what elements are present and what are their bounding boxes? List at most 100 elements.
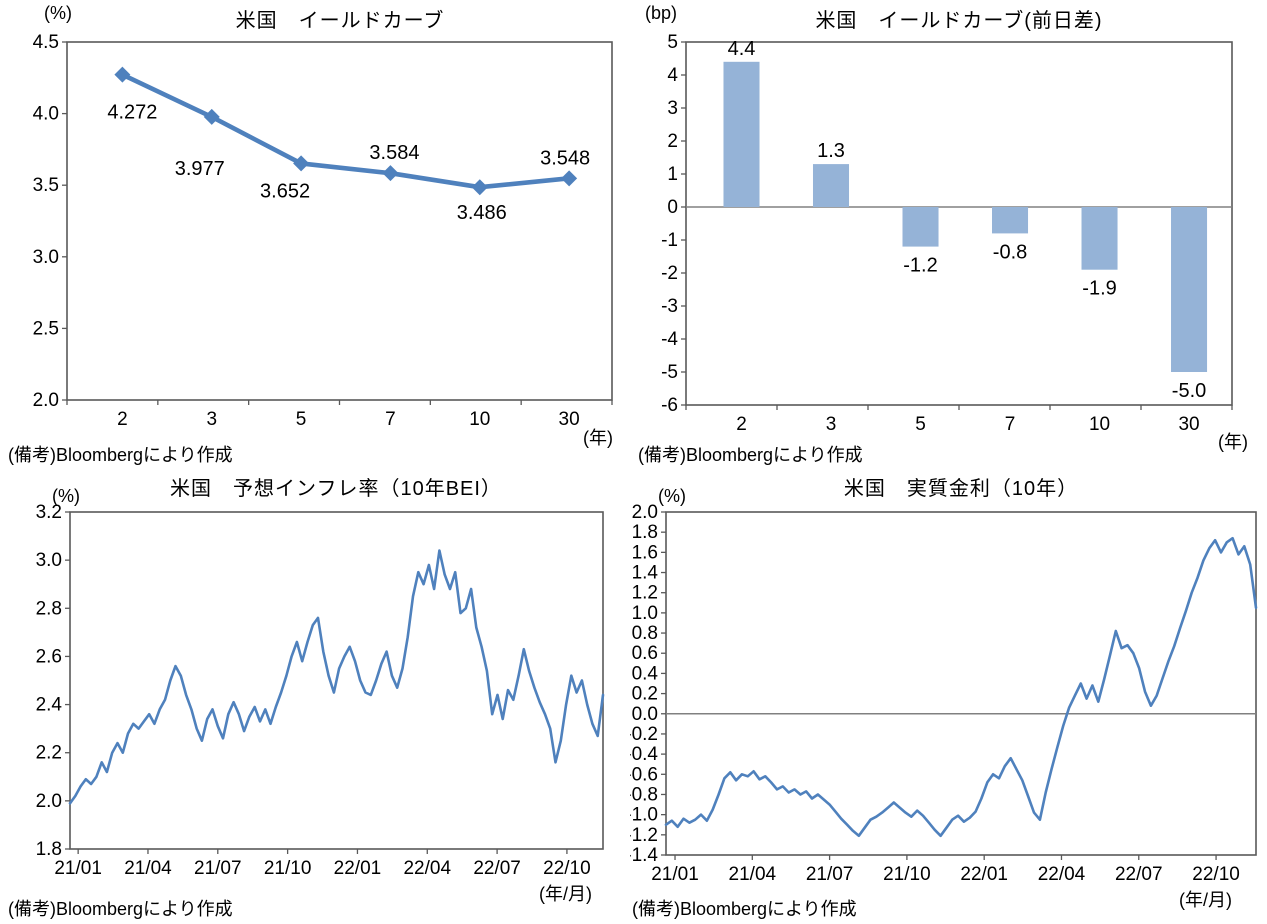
x-axis-unit-label: (年) — [583, 428, 613, 448]
x-tick-label: 22/01 — [334, 858, 382, 879]
x-tick-label: 21/10 — [264, 858, 312, 879]
panel-yield-curve-change: 5 4 3 2 1 0 -1 -2 -3 -4 -5 -6 2 3 5 7 10 30 4.4 1.3 -1.2 -0.8… — [630, 0, 1267, 468]
y-tick-label: 2.4 — [36, 695, 63, 716]
data-point-label: 3.486 — [457, 202, 507, 224]
chart-title: 米国 イールドカーブ(前日差) — [815, 10, 1103, 32]
x-tick-label: 30 — [559, 409, 580, 430]
data-point-label: 3.977 — [175, 158, 225, 180]
y-tick-label: 3.0 — [33, 247, 59, 268]
diamond-marker — [471, 179, 488, 196]
y-tick-label: -0.6 — [630, 764, 658, 785]
x-tick-label: 21/01 — [54, 858, 102, 879]
y-tick-label: 0 — [667, 197, 678, 218]
y-tick-label: 1.2 — [632, 583, 658, 604]
y-axis-unit-label: (bp) — [645, 3, 678, 23]
y-tick-label: -5 — [661, 362, 678, 383]
bar — [723, 61, 760, 207]
y-tick-label: 2.2 — [36, 743, 62, 764]
y-tick-label: -6 — [661, 395, 678, 416]
data-point-label: 3.584 — [369, 142, 419, 164]
y-tick-label: -1 — [661, 230, 678, 251]
bar — [1171, 207, 1208, 372]
y-tick-label: -0.4 — [630, 744, 658, 765]
y-tick-label: 0.0 — [632, 704, 658, 725]
bar-value-label: -1.9 — [1082, 278, 1116, 300]
bar — [992, 207, 1029, 234]
source-note: (備考)Bloombergにより作成 — [8, 445, 233, 465]
x-tick-label: 22/04 — [1038, 864, 1086, 885]
yield-curve-plot: 4.5 4.0 3.5 3.0 2.5 2.0 2 3 5 7 10 30 4.272 3.977 3.65… — [33, 32, 613, 430]
bar — [1081, 207, 1118, 270]
x-tick-label: 21/04 — [124, 858, 172, 879]
y-tick-label: 2.5 — [33, 318, 59, 339]
y-tick-label: -2 — [661, 263, 678, 284]
source-note: (備考)Bloombergにより作成 — [638, 445, 863, 465]
x-tick-label: 2 — [736, 414, 747, 435]
y-tick-label: 2.0 — [33, 390, 59, 411]
y-tick-label: 2.0 — [632, 502, 658, 523]
x-tick-label: 3 — [206, 409, 217, 430]
x-tick-label: 7 — [385, 409, 396, 430]
diamond-marker — [293, 155, 310, 172]
y-tick-label: -1.2 — [630, 825, 658, 846]
x-tick-label: 22/10 — [543, 858, 591, 879]
diamond-marker — [203, 108, 220, 125]
x-tick-label: 3 — [826, 414, 837, 435]
chart-title: 米国 イールドカーブ — [235, 10, 445, 32]
plot-frame — [665, 511, 1257, 856]
x-tick-label: 22/01 — [960, 864, 1008, 885]
real-yield-plot: 2.01.81.61.41.21.00.80.60.40.20.0-0.2-0.… — [630, 502, 1258, 885]
y-tick-label: 1 — [667, 164, 678, 185]
y-tick-label: 4 — [667, 65, 678, 86]
y-tick-label: 0.8 — [632, 623, 658, 644]
panel-real-yield: 2.01.81.61.41.21.00.80.60.40.20.0-0.2-0.… — [630, 468, 1267, 924]
plot-frame — [66, 41, 613, 401]
data-point-label: 4.272 — [107, 102, 157, 124]
y-tick-label: 2.0 — [36, 791, 62, 812]
x-tick-label: 21/10 — [883, 864, 931, 885]
y-tick-label: 1.6 — [632, 542, 658, 563]
timeseries-line — [664, 536, 1258, 838]
panel-expected-inflation: 3.2 3.0 2.8 2.6 2.4 2.2 2.0 1.8 21/01 21/04 21/07 2… — [0, 468, 640, 924]
chart-title: 米国 予想インフレ率（10年BEI） — [170, 478, 502, 500]
y-tick-label: 1.8 — [632, 522, 658, 543]
y-tick-label: 1.4 — [632, 563, 659, 584]
diamond-marker — [382, 165, 399, 182]
diamond-marker — [114, 66, 131, 83]
y-tick-label: 2.6 — [36, 646, 62, 667]
x-tick-label: 21/07 — [194, 858, 242, 879]
x-tick-label: 5 — [915, 414, 926, 435]
x-tick-label: 22/07 — [1115, 864, 1163, 885]
plot-frame — [69, 511, 604, 850]
timeseries-line — [68, 549, 605, 805]
bar-value-label: -0.8 — [993, 241, 1027, 263]
source-note: (備考)Bloombergにより作成 — [632, 899, 857, 919]
bar-value-label: 4.4 — [728, 38, 756, 60]
data-point-label: 3.652 — [260, 180, 310, 202]
x-tick-label: 7 — [1005, 414, 1016, 435]
x-axis-unit-label: (年/月) — [539, 884, 592, 904]
bar-value-label: 1.3 — [817, 140, 845, 162]
y-tick-label: 0.4 — [632, 663, 659, 684]
bar-value-label: -1.2 — [903, 255, 937, 277]
y-tick-label: -4 — [661, 329, 678, 350]
y-axis-unit-label: (%) — [52, 486, 80, 506]
y-tick-label: -1.0 — [630, 805, 658, 826]
x-axis-unit-label: (年/月) — [1179, 890, 1232, 910]
chart-title: 米国 実質金利（10年） — [843, 478, 1079, 500]
y-tick-label: 2.8 — [36, 598, 62, 619]
x-tick-label: 30 — [1178, 414, 1199, 435]
y-tick-label: -3 — [661, 296, 678, 317]
x-tick-label: 21/01 — [651, 864, 699, 885]
yield-curve-line — [120, 72, 572, 190]
x-tick-label: 22/10 — [1192, 864, 1240, 885]
y-tick-label: 5 — [667, 32, 678, 53]
bar — [812, 164, 850, 207]
data-point-label: 3.548 — [540, 147, 590, 169]
y-tick-label: 4.0 — [33, 104, 59, 125]
y-tick-label: -0.2 — [630, 724, 658, 745]
y-tick-label: 3.5 — [33, 175, 59, 196]
bar — [902, 207, 939, 247]
y-tick-label: 0.6 — [632, 643, 658, 664]
x-tick-label: 5 — [296, 409, 307, 430]
